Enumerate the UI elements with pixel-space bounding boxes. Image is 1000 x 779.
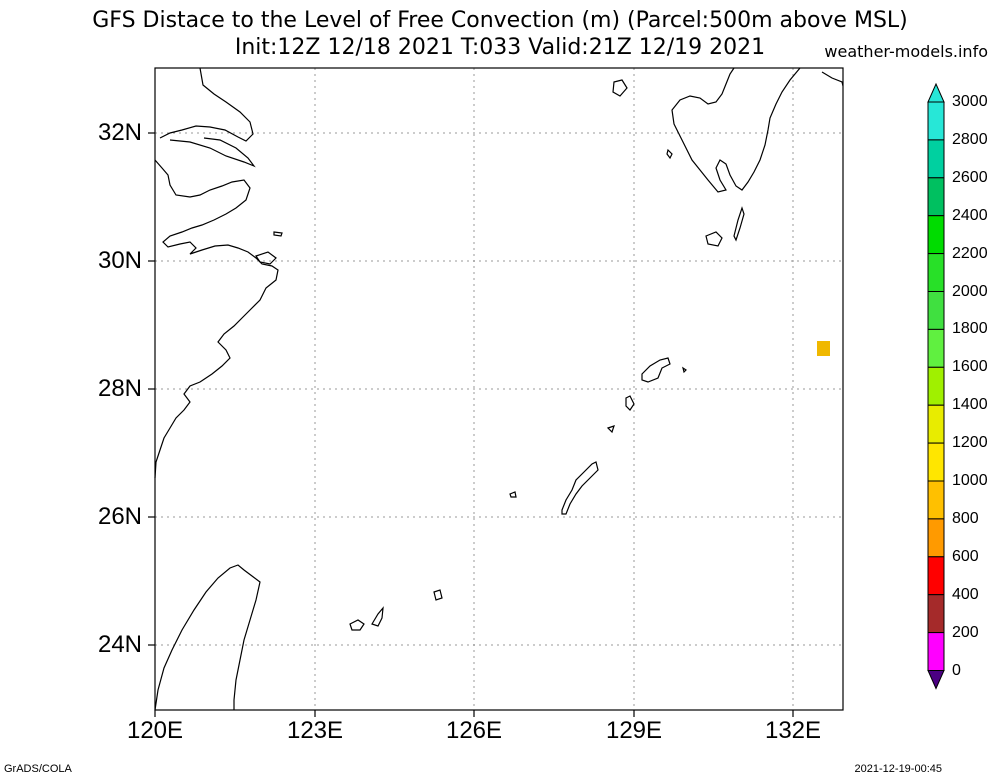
coast-ishigaki (371, 606, 384, 627)
colorbar-segment (927, 139, 945, 179)
coast-kume (509, 491, 517, 498)
coast-iriomote (349, 619, 365, 631)
colorbar-label: 1400 (952, 396, 988, 414)
colorbar-label: 800 (952, 509, 979, 527)
colorbar-label: 200 (952, 623, 979, 641)
colorbar-segment (927, 328, 945, 368)
coast-kyushu (671, 67, 801, 193)
coast-yakushima (705, 231, 723, 247)
colorbar-segment (927, 632, 945, 671)
coast-yangtze (169, 137, 256, 168)
site-credit: weather-models.info (824, 42, 988, 61)
coast-isle-small1 (666, 148, 673, 160)
graticule (155, 68, 843, 710)
colorbar-label: 2200 (952, 244, 988, 262)
coast-tanegashima (733, 206, 745, 242)
map-subtitle: Init:12Z 12/18 2021 T:033 Valid:21Z 12/1… (234, 35, 766, 60)
map-title: GFS Distace to the Level of Free Convect… (92, 8, 908, 33)
colorbar-arrow-bottom (927, 670, 945, 690)
coast-miyako (433, 589, 443, 601)
lon-label-126e: 126E (445, 717, 503, 744)
coast-island-b (255, 251, 277, 265)
footer-timestamp: 2021-12-19-00:45 (854, 763, 942, 775)
coast-okinoerabu (606, 425, 615, 434)
colorbar-label: 3000 (952, 93, 988, 110)
lat-label-28n: 28N (97, 375, 142, 402)
lon-label-120e: 120E (126, 717, 184, 744)
colorbar-segment (927, 480, 945, 520)
coast-koshiki (612, 79, 628, 97)
colorbar (927, 82, 945, 690)
colorbar-label: 2600 (952, 168, 988, 186)
colorbar-arrow-top (927, 82, 945, 103)
lat-label-32n: 32N (97, 119, 142, 146)
coast-okinawa (561, 461, 599, 515)
lat-label-30n: 30N (97, 247, 142, 274)
colorbar-segment (927, 101, 945, 141)
coast-island-a (273, 231, 283, 237)
colorbar-segment (927, 177, 945, 217)
colorbar-segment (927, 215, 945, 255)
colorbar-label: 2400 (952, 206, 988, 224)
coast-isle-small2 (682, 366, 687, 374)
colorbar-label: 600 (952, 547, 979, 565)
colorbar-segment (927, 291, 945, 330)
coast-tokunoshima (625, 395, 635, 411)
lon-label-129e: 129E (605, 717, 663, 744)
coast-china (154, 67, 279, 479)
coast-kyushu-2 (821, 71, 844, 87)
coast-amami (641, 357, 671, 383)
colorbar-label: 1600 (952, 358, 988, 376)
colorbar-label: 2000 (952, 282, 988, 300)
colorbar-label: 1200 (952, 434, 988, 452)
coastlines (154, 67, 844, 711)
colorbar-label: 0 (952, 661, 961, 679)
footer-software: GrADS/COLA (4, 763, 72, 775)
lon-label-132e: 132E (764, 717, 822, 744)
colorbar-segment (927, 404, 945, 444)
lat-label-26n: 26N (97, 503, 142, 530)
field-patch (817, 341, 830, 356)
colorbar-label: 1000 (952, 472, 988, 489)
colorbar-segment (927, 442, 945, 482)
lon-label-123e: 123E (286, 717, 344, 744)
colorbar-label: 1800 (952, 320, 988, 338)
colorbar-segment (927, 366, 945, 406)
colorbar-segment (927, 594, 945, 634)
coast-taiwan (154, 564, 261, 711)
axis-ticks (148, 132, 794, 717)
colorbar-label: 400 (952, 585, 979, 603)
colorbar-segment (927, 556, 945, 596)
colorbar-segment (927, 253, 945, 293)
colorbar-segment (927, 518, 945, 558)
colorbar-label: 2800 (952, 130, 988, 148)
lat-label-24n: 24N (97, 631, 142, 658)
